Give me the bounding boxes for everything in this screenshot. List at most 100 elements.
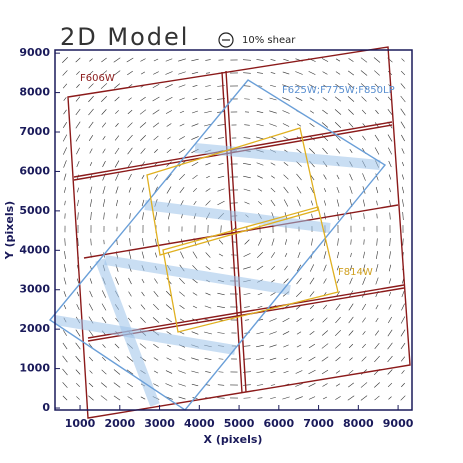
whisker <box>75 329 81 337</box>
whisker <box>243 345 251 347</box>
whisker <box>310 200 314 206</box>
whisker <box>128 305 132 309</box>
whisker <box>204 331 212 335</box>
whisker <box>361 303 367 311</box>
whisker <box>165 84 173 88</box>
whisker <box>296 277 302 285</box>
whisker <box>283 186 289 194</box>
x-tick-label: 5000 <box>224 417 255 430</box>
whisker <box>114 147 120 155</box>
whisker <box>336 199 340 207</box>
whisker <box>284 265 288 271</box>
whisker <box>100 395 108 401</box>
whisker <box>62 368 68 376</box>
whisker <box>349 135 353 141</box>
whisker <box>62 342 68 350</box>
whisker <box>100 382 108 388</box>
whisker <box>256 251 264 259</box>
whisker <box>349 265 353 271</box>
whisker <box>128 251 132 259</box>
whisker <box>205 162 211 166</box>
whisker <box>217 305 225 309</box>
whisker <box>375 97 379 101</box>
x-tick-label: 1000 <box>65 417 96 430</box>
whisker <box>270 265 276 271</box>
whisker <box>400 329 406 337</box>
x-tick-label: 2000 <box>104 417 135 430</box>
whisker <box>375 277 379 285</box>
whisker <box>217 200 225 206</box>
whisker <box>400 70 406 76</box>
whisker <box>166 148 172 154</box>
whisker <box>309 264 315 272</box>
whisker <box>204 110 212 114</box>
whisker <box>243 175 251 179</box>
whisker <box>102 356 106 362</box>
detector-outline <box>146 127 319 256</box>
whisker <box>389 237 391 247</box>
detector-outline <box>162 206 339 333</box>
whisker <box>244 201 250 205</box>
whisker <box>309 110 315 114</box>
whisker <box>270 397 276 399</box>
whisker <box>334 122 342 128</box>
whisker <box>129 213 131 219</box>
whisker <box>334 96 342 102</box>
whisker <box>179 123 185 127</box>
whisker <box>140 71 146 75</box>
whisker <box>126 57 134 63</box>
whisker <box>402 238 404 246</box>
whisker <box>334 329 342 337</box>
whisker <box>335 71 341 75</box>
chart-title: 2D Model <box>60 23 189 51</box>
whisker <box>205 188 211 192</box>
whisker <box>374 355 380 363</box>
whisker <box>102 148 106 154</box>
whisker <box>400 108 406 116</box>
whisker <box>218 239 224 245</box>
whisker <box>192 174 198 180</box>
whisker <box>322 97 328 101</box>
whisker <box>335 148 341 154</box>
whisker <box>322 147 328 155</box>
x-tick-label: 6000 <box>264 417 295 430</box>
whisker <box>387 329 393 337</box>
whisker <box>179 97 185 101</box>
whisker <box>141 174 145 180</box>
whisker <box>256 384 264 386</box>
annotation: F625W;F775W;F850LP <box>282 85 395 96</box>
whisker <box>114 96 120 102</box>
whisker <box>204 305 212 309</box>
whisker <box>153 343 159 349</box>
whisker <box>387 355 393 363</box>
whisker <box>217 124 225 126</box>
whisker <box>283 344 289 348</box>
whisker <box>102 344 106 348</box>
whisker <box>350 239 352 245</box>
whisker <box>335 383 341 387</box>
whisker <box>191 357 199 361</box>
whisker <box>153 370 159 374</box>
whisker <box>388 147 392 155</box>
whisker <box>217 292 225 296</box>
whisker <box>401 148 405 154</box>
whisker <box>217 137 225 139</box>
whisker <box>363 213 365 219</box>
whisker <box>258 238 262 246</box>
whisker <box>62 83 68 89</box>
whisker <box>63 109 67 115</box>
whisker <box>361 356 367 362</box>
whisker <box>63 277 67 285</box>
whisker <box>141 291 145 297</box>
x-tick-label: 8000 <box>343 417 374 430</box>
whisker <box>64 251 66 259</box>
whisker <box>115 110 119 114</box>
whisker <box>308 369 316 375</box>
whisker <box>270 371 276 373</box>
whisker <box>348 369 354 375</box>
whisker <box>191 370 199 374</box>
whisker <box>218 266 224 270</box>
whisker <box>375 109 379 115</box>
whisker <box>89 278 93 284</box>
whisker <box>295 290 303 298</box>
